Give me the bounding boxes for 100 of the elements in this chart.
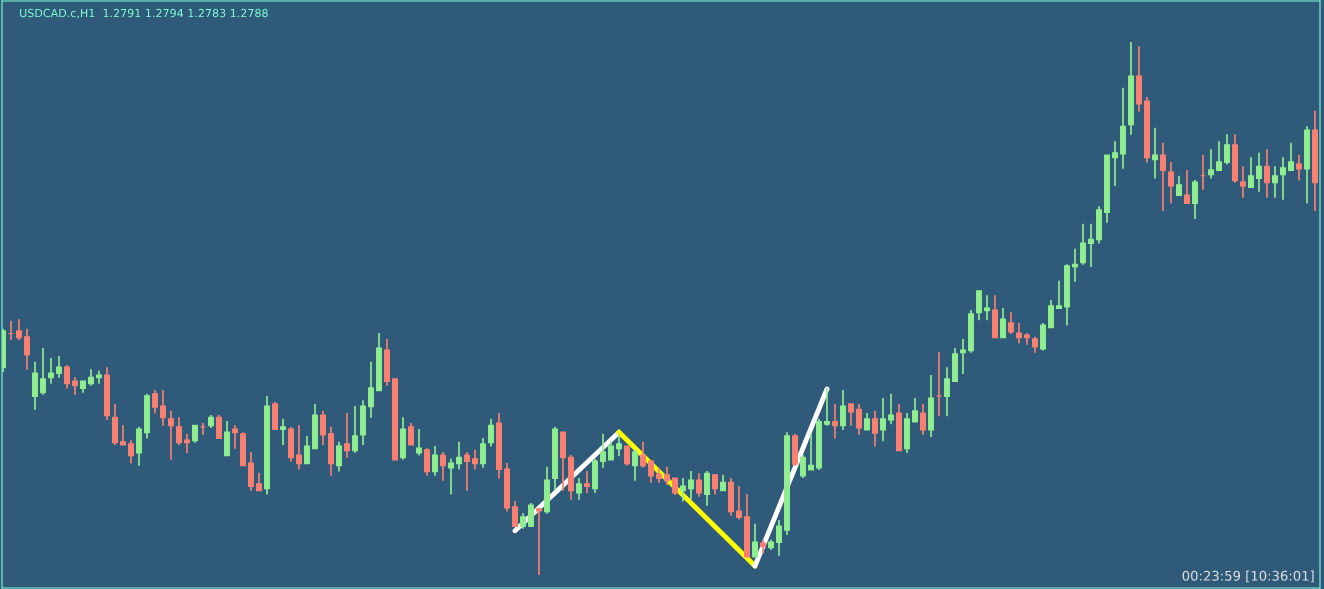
candlestick bbox=[152, 389, 158, 415]
candlestick bbox=[424, 447, 430, 477]
candlestick bbox=[824, 387, 830, 427]
candlestick bbox=[576, 477, 582, 501]
candlestick bbox=[840, 389, 846, 431]
candlestick bbox=[1048, 299, 1054, 329]
chart-title: USDCAD.c,H1 1.2791 1.2794 1.2783 1.2788 bbox=[20, 8, 268, 19]
candlestick bbox=[696, 472, 702, 498]
candlestick bbox=[1008, 311, 1014, 335]
candlestick bbox=[1208, 148, 1214, 180]
candlestick bbox=[1240, 165, 1246, 199]
candlestick bbox=[1152, 126, 1158, 180]
candlestick bbox=[704, 470, 710, 507]
candlestick bbox=[1272, 165, 1278, 199]
candlestick bbox=[1296, 154, 1302, 182]
candlestick bbox=[176, 416, 182, 446]
candlestick bbox=[752, 522, 758, 558]
candlestick bbox=[1224, 133, 1230, 166]
candlestick bbox=[800, 454, 806, 479]
candlestick bbox=[64, 364, 70, 390]
candlestick bbox=[536, 507, 542, 576]
candlestick bbox=[1072, 247, 1078, 283]
candlestick bbox=[960, 338, 966, 375]
candlestick bbox=[632, 448, 638, 482]
candlestick bbox=[248, 451, 254, 492]
candlestick bbox=[1288, 141, 1294, 172]
candlestick bbox=[1168, 161, 1174, 205]
candlestick bbox=[712, 473, 718, 496]
candlestick bbox=[648, 460, 654, 484]
annotation: 00:23:59 [10:36:01] bbox=[1182, 570, 1314, 583]
candlestick bbox=[736, 485, 742, 521]
candlestick bbox=[912, 397, 918, 423]
candlestick bbox=[344, 412, 350, 459]
candlestick bbox=[608, 440, 614, 461]
candlestick bbox=[1056, 279, 1062, 310]
candlestick bbox=[16, 318, 22, 341]
candlestick bbox=[408, 422, 414, 446]
candlestick bbox=[488, 417, 494, 448]
candlestick bbox=[1264, 148, 1270, 199]
candlestick bbox=[48, 357, 54, 385]
candlestick bbox=[256, 471, 262, 492]
candlestick bbox=[464, 451, 470, 492]
candlestick bbox=[1176, 174, 1182, 197]
candlestick bbox=[320, 410, 326, 446]
candlestick bbox=[352, 405, 358, 454]
candlestick bbox=[440, 451, 446, 482]
candlestick bbox=[1080, 222, 1086, 266]
candlestick bbox=[1000, 307, 1006, 339]
candlestick bbox=[480, 437, 486, 469]
candlestick bbox=[1160, 141, 1166, 212]
candlestick bbox=[368, 360, 374, 419]
candlestick bbox=[280, 417, 286, 446]
candlestick bbox=[512, 500, 518, 528]
candlestick bbox=[920, 403, 926, 436]
candlestick bbox=[528, 502, 534, 528]
candlestick bbox=[1112, 140, 1118, 187]
candlestick bbox=[776, 519, 782, 557]
candlestick bbox=[1016, 322, 1022, 344]
candlestick bbox=[1248, 156, 1254, 189]
candlestick bbox=[224, 420, 230, 457]
candlestick bbox=[304, 435, 310, 465]
candlestick bbox=[984, 294, 990, 322]
candlestick bbox=[40, 347, 46, 396]
candlestick bbox=[232, 424, 238, 450]
candlestick bbox=[456, 440, 462, 471]
candlestick bbox=[1216, 140, 1222, 172]
candlestick bbox=[336, 440, 342, 473]
candlestick bbox=[664, 465, 670, 486]
candlestick bbox=[448, 457, 454, 496]
candlestick bbox=[880, 397, 886, 443]
candlestick bbox=[1256, 152, 1262, 193]
candlestick bbox=[1184, 169, 1190, 205]
candlestick bbox=[24, 327, 30, 371]
candlestick bbox=[680, 477, 686, 503]
candlestick bbox=[1088, 222, 1094, 268]
candlestick bbox=[600, 432, 606, 469]
candlestick bbox=[432, 445, 438, 477]
candlestick bbox=[856, 403, 862, 436]
candlestick bbox=[296, 424, 302, 471]
candlestick bbox=[808, 432, 814, 471]
candlestick bbox=[1040, 322, 1046, 352]
candlestick bbox=[168, 410, 174, 461]
candlestick bbox=[944, 366, 950, 418]
candlestick bbox=[128, 439, 134, 465]
candlestick bbox=[1280, 156, 1286, 201]
candlestick bbox=[888, 392, 894, 425]
candlestick bbox=[688, 470, 694, 501]
candlestick bbox=[872, 410, 878, 448]
candlestick bbox=[32, 360, 38, 411]
candlestick bbox=[416, 428, 422, 457]
candlestick bbox=[616, 433, 622, 457]
candlestick bbox=[472, 448, 478, 471]
candlestick bbox=[848, 403, 854, 427]
candlestick bbox=[624, 445, 630, 467]
candlestick bbox=[640, 440, 646, 469]
candlestick bbox=[216, 414, 222, 440]
candlestick bbox=[976, 290, 982, 322]
candlestick bbox=[120, 424, 126, 446]
candlestick bbox=[584, 470, 590, 494]
candlestick bbox=[832, 403, 838, 440]
